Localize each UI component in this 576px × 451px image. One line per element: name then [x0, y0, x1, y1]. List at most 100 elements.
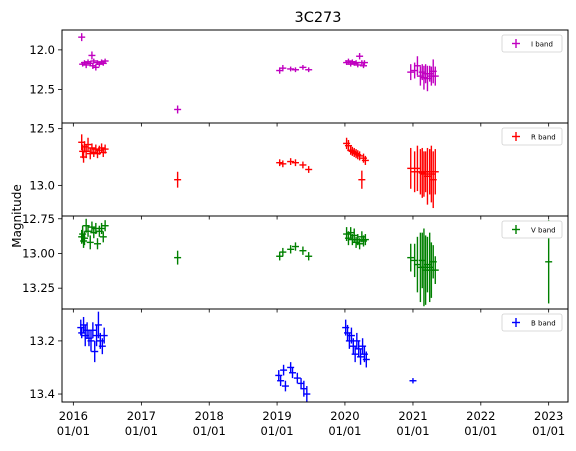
x-tick-label: 2021 [398, 409, 427, 423]
data-point [90, 58, 98, 64]
x-tick-label: 01/01 [532, 424, 565, 438]
data-point [94, 238, 102, 250]
data-points [77, 311, 417, 402]
data-point [86, 147, 94, 160]
data-points [78, 134, 439, 209]
data-point [277, 375, 285, 387]
data-point [289, 367, 297, 379]
data-point [293, 372, 301, 384]
x-tick-label: 2019 [262, 409, 291, 423]
data-point [299, 161, 307, 169]
data-point [420, 151, 428, 197]
data-points [78, 218, 553, 307]
data-point [100, 327, 108, 344]
x-tick-label: 01/01 [328, 424, 361, 438]
x-tick-label: 2022 [466, 409, 495, 423]
x-tick-label: 2017 [127, 409, 156, 423]
data-point [174, 171, 182, 188]
data-point [299, 246, 307, 255]
y-tick-label: 12.5 [29, 122, 55, 136]
data-point [78, 33, 86, 42]
data-point [354, 62, 362, 68]
data-point [82, 61, 90, 69]
data-point [356, 53, 364, 60]
x-tick-label: 01/01 [464, 424, 497, 438]
data-point [299, 64, 307, 70]
panel-b-band: 13.2 13.4 B band [29, 308, 569, 406]
x-tick-label: 01/01 [125, 424, 158, 438]
legend-label: V band [531, 227, 556, 235]
data-point [86, 235, 94, 250]
data-point [351, 346, 359, 363]
y-tick-label: 12.0 [29, 43, 55, 57]
panel-frame [61, 29, 569, 124]
data-point [92, 64, 100, 71]
data-point [407, 243, 415, 272]
chart-title: 3C273 [294, 10, 341, 26]
data-point [344, 58, 352, 64]
data-point [80, 231, 88, 246]
data-point [99, 231, 107, 243]
data-point [420, 65, 428, 90]
y-tick-label: 13.2 [29, 334, 55, 348]
data-point [303, 386, 311, 402]
data-point [409, 378, 417, 384]
legend-box [501, 220, 563, 239]
data-point [305, 67, 313, 73]
data-point [101, 144, 109, 154]
data-point [279, 64, 287, 72]
data-point [287, 66, 295, 72]
legend: V band [501, 220, 563, 239]
legend-box [501, 313, 563, 332]
panel-r-band: 12.5 13.0 R band [29, 122, 569, 220]
data-point [101, 58, 109, 64]
legend-box [501, 127, 563, 146]
y-axis-label: Magnitude [10, 184, 24, 248]
data-point [413, 56, 421, 76]
data-point [87, 330, 95, 352]
data-point [291, 242, 299, 251]
data-point [98, 338, 106, 355]
data-point [276, 252, 284, 261]
legend: R band [501, 127, 563, 146]
x-tick-label: 01/01 [396, 424, 429, 438]
data-point [84, 225, 92, 237]
data-point [356, 238, 364, 250]
y-tick-label: 13.4 [29, 387, 55, 401]
x-tick-label: 01/01 [193, 424, 226, 438]
legend: B band [501, 313, 563, 332]
data-point [347, 227, 355, 239]
legend-label: B band [531, 320, 556, 328]
data-point [431, 256, 439, 285]
panels: 12.0 12.5 I band 12.5 13.0 R band 12.75 13.00 13… [22, 29, 569, 406]
data-point [91, 340, 99, 363]
data-point [98, 222, 106, 235]
legend-box [501, 34, 563, 53]
y-tick-label: 13.00 [22, 246, 55, 260]
x-tick-label: 01/01 [260, 424, 293, 438]
legend: I band [501, 34, 563, 53]
data-points [78, 33, 439, 114]
data-point [101, 220, 109, 232]
legend-label: R band [531, 134, 556, 142]
data-point [407, 64, 415, 81]
data-point [356, 151, 364, 161]
data-point [287, 158, 295, 165]
data-point [360, 63, 368, 69]
y-tick-label: 12.75 [22, 212, 55, 226]
x-tick-label: 2018 [195, 409, 224, 423]
x-axis: 201601/01201701/01201801/01201901/012020… [57, 409, 565, 438]
data-point [431, 149, 439, 195]
data-point [360, 60, 368, 65]
data-point [305, 166, 313, 173]
panel-i-band: 12.0 12.5 I band [29, 29, 569, 127]
y-tick-label: 13.25 [22, 281, 55, 295]
panel-frame [61, 308, 569, 403]
data-point [174, 105, 182, 114]
data-point [281, 380, 289, 392]
data-point [88, 51, 96, 60]
data-point [94, 311, 102, 339]
panel-v-band: 12.75 13.00 13.25 V band [22, 212, 569, 313]
x-tick-label: 2020 [330, 409, 359, 423]
